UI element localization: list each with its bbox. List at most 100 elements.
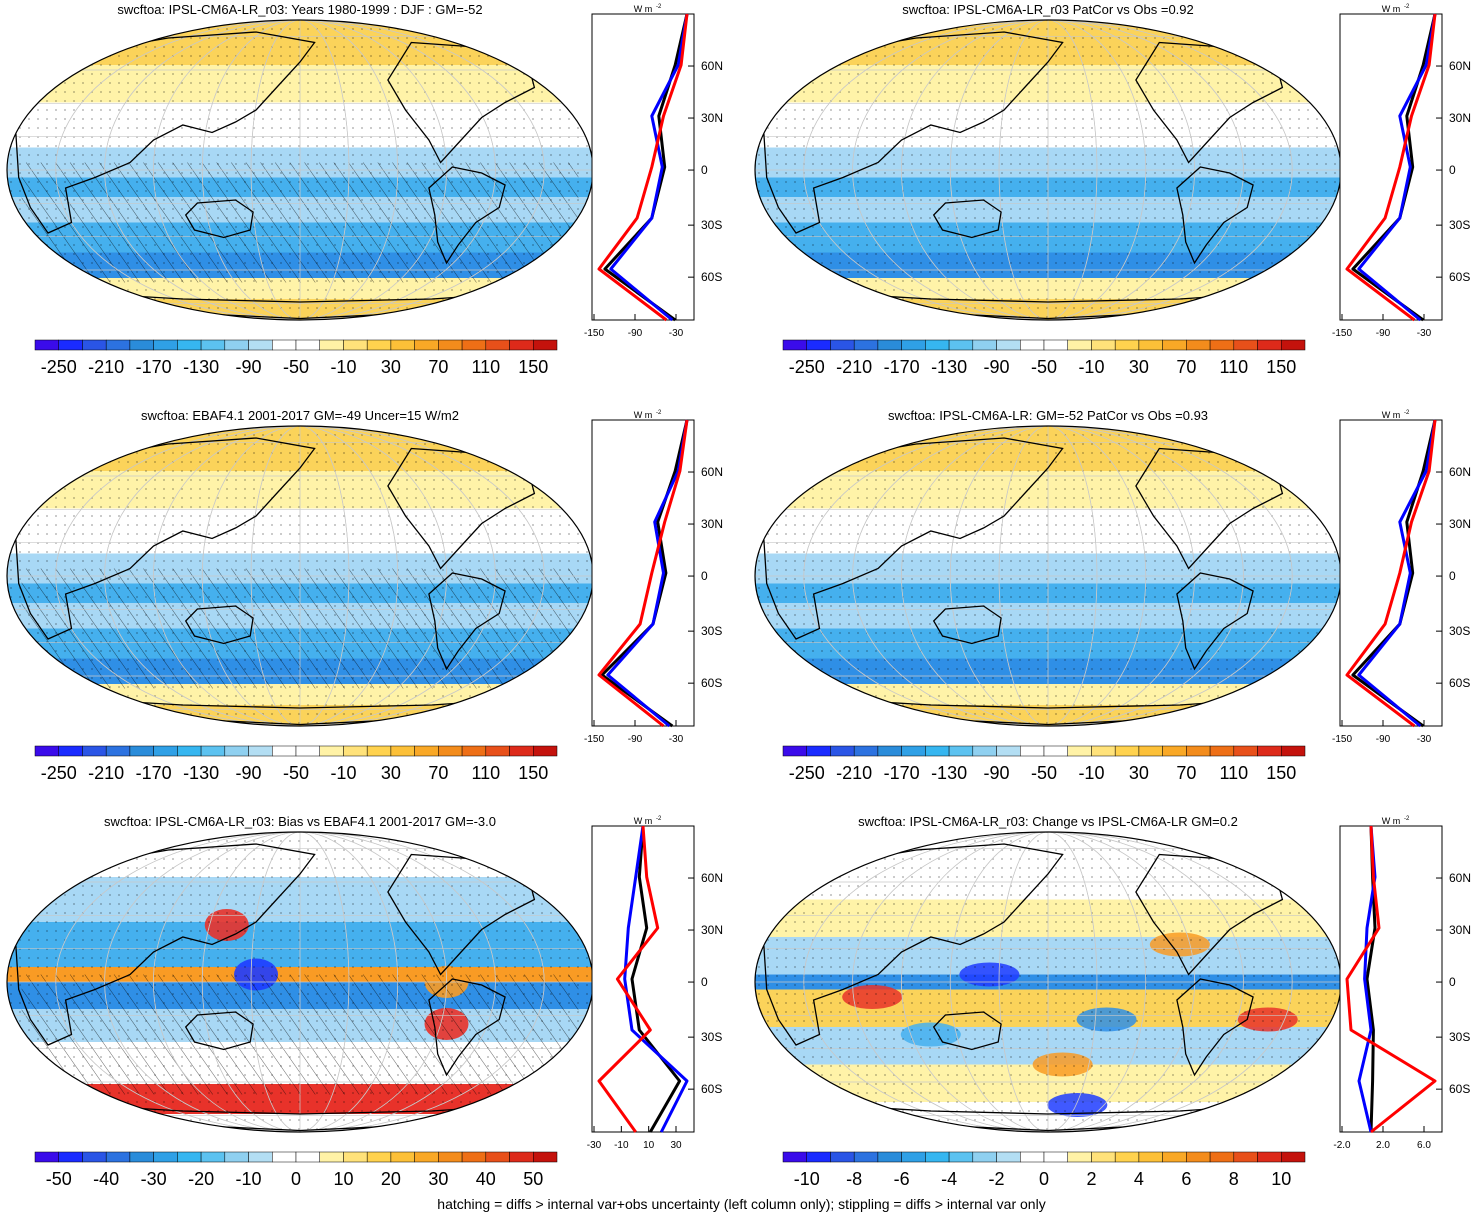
colorbar-swatch (366, 339, 392, 351)
coastline (428, 978, 506, 1077)
colorbar-label: -130 (183, 763, 219, 783)
colorbar-label: 30 (428, 1169, 448, 1189)
colorbar-swatch (1114, 339, 1140, 351)
coastline (1176, 572, 1254, 671)
colorbar-swatch (248, 745, 273, 757)
colorbar-swatch (830, 1151, 855, 1163)
colorbar-swatch (1233, 1151, 1258, 1163)
colorbar-label: -250 (789, 357, 825, 377)
colorbar-swatch (343, 1151, 368, 1163)
colorbar-label: 110 (471, 763, 500, 783)
coastline (184, 1011, 254, 1051)
colorbar-swatch (533, 339, 558, 351)
map-field (755, 832, 1341, 1132)
profile-frame (1339, 825, 1443, 1133)
colorbar-label: 70 (428, 763, 448, 783)
colorbar-label: -210 (88, 357, 124, 377)
map-field (755, 20, 1341, 320)
colorbar-swatch (414, 339, 439, 351)
colorbar-label: 30 (1129, 357, 1149, 377)
colorbar-swatch (1233, 745, 1258, 757)
colorbar-swatch (1138, 745, 1163, 757)
colorbar-label: -10 (330, 357, 356, 377)
colorbar-label: -20 (188, 1169, 214, 1189)
graticule-lon (852, 20, 1244, 320)
colorbar-swatch (972, 1151, 997, 1163)
colorbar-swatch (295, 1151, 320, 1163)
profile-lat-label: 0 (1449, 975, 1456, 989)
colorbar-label: -90 (236, 357, 262, 377)
colorbar-swatch (224, 1151, 249, 1163)
colorbar-swatch (1020, 745, 1045, 757)
colorbar-label: -10 (1078, 357, 1104, 377)
profile-x-label: -30 (1417, 328, 1432, 339)
graticule-lon (803, 426, 1293, 726)
colorbar-swatch (1020, 1151, 1045, 1163)
profile-unit-exp: -2 (656, 816, 662, 822)
colorbar-swatch (782, 745, 807, 757)
colorbar-label: 70 (1176, 763, 1196, 783)
map-field (7, 20, 593, 320)
colorbar-swatch (1281, 339, 1306, 351)
colorbar-swatch (1067, 1151, 1092, 1163)
colorbar-label: -210 (88, 763, 124, 783)
colorbar-swatch (438, 1151, 463, 1163)
graticule-lon (852, 426, 1244, 726)
colorbar-label: 110 (1219, 357, 1248, 377)
profile-x-label: -90 (1376, 734, 1391, 745)
colorbar-label: -30 (141, 1169, 167, 1189)
colorbar-label: 20 (381, 1169, 401, 1189)
colorbar-swatch (461, 745, 487, 757)
colorbar-label: -210 (836, 763, 872, 783)
profile-line-obs-blue (623, 825, 689, 1133)
colorbar-swatch (485, 745, 510, 757)
profile-x-label: 10 (643, 1140, 655, 1151)
coastline (15, 437, 316, 640)
graticule-lon (998, 20, 1098, 320)
colorbar-swatch (948, 745, 974, 757)
graticule-lon (201, 426, 399, 726)
profile-x-label: -30 (587, 1140, 602, 1151)
graticule-lon (998, 426, 1098, 726)
colorbar-swatch (272, 1151, 297, 1163)
colorbar-label: 40 (476, 1169, 496, 1189)
colorbar-swatch (1162, 1151, 1187, 1163)
colorbar-swatch (105, 339, 131, 351)
colorbar-swatch (1257, 745, 1282, 757)
colorbar-label: -250 (41, 763, 77, 783)
colorbar-swatch (34, 1151, 59, 1163)
coastline (932, 605, 1002, 645)
profile-line-obs-blue (1357, 419, 1437, 728)
profile-unit: W m (634, 4, 653, 14)
colorbar-swatch (1162, 339, 1187, 351)
coastline (932, 1011, 1002, 1051)
colorbar-swatch (972, 339, 997, 351)
graticule-lon (852, 832, 1244, 1132)
coastline (15, 31, 316, 234)
profile-line-model (1351, 419, 1437, 728)
profile-lat-label: 30S (1449, 624, 1470, 638)
colorbar-swatch (1020, 339, 1045, 351)
graticule-lon (104, 20, 496, 320)
colorbar-swatch (366, 745, 392, 757)
profile-lat-label: 60N (1449, 59, 1471, 73)
colorbar-swatch (390, 745, 415, 757)
colorbar-swatch (461, 339, 487, 351)
profile-x-label: -2.0 (1333, 1140, 1351, 1151)
colorbar-swatch (390, 339, 415, 351)
colorbar-label: 110 (1219, 763, 1248, 783)
profile-x-label: -90 (628, 734, 643, 745)
colorbar-swatch (177, 339, 202, 351)
colorbar-label: -6 (894, 1169, 910, 1189)
profile-x-label: -10 (614, 1140, 629, 1151)
profile-line-model (630, 825, 682, 1133)
profile-x-label: -30 (1417, 734, 1432, 745)
colorbar-swatch (177, 745, 202, 757)
colorbar-swatch (1043, 1151, 1068, 1163)
coastline (15, 843, 316, 1046)
colorbar-label: 150 (1266, 357, 1296, 377)
colorbar-label: 110 (471, 357, 500, 377)
profile-x-label: 2.0 (1376, 1140, 1390, 1151)
colorbar-swatch (806, 339, 831, 351)
profile-lat-label: 0 (1449, 163, 1456, 177)
